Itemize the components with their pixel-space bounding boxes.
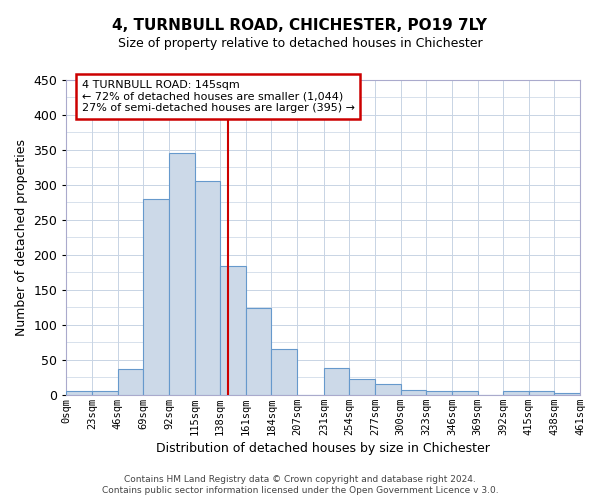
Bar (554, 392, 580, 395)
Bar (92, 392, 118, 395)
X-axis label: Distribution of detached houses by size in Chichester: Distribution of detached houses by size … (156, 442, 490, 455)
Bar (118, 369, 143, 395)
Text: Size of property relative to detached houses in Chichester: Size of property relative to detached ho… (118, 38, 482, 51)
Bar (503, 392, 529, 395)
Bar (143, 199, 169, 395)
Bar (246, 308, 271, 395)
Bar (67, 392, 92, 395)
Bar (452, 392, 478, 395)
Bar (169, 154, 194, 395)
Y-axis label: Number of detached properties: Number of detached properties (15, 139, 28, 336)
Bar (529, 392, 554, 395)
Bar (194, 182, 220, 395)
Text: Contains public sector information licensed under the Open Government Licence v : Contains public sector information licen… (101, 486, 499, 495)
Bar (426, 392, 452, 395)
Bar (349, 380, 375, 395)
Bar (220, 266, 246, 395)
Bar (401, 390, 426, 395)
Text: Contains HM Land Registry data © Crown copyright and database right 2024.: Contains HM Land Registry data © Crown c… (124, 475, 476, 484)
Bar (375, 384, 401, 395)
Text: 4 TURNBULL ROAD: 145sqm
← 72% of detached houses are smaller (1,044)
27% of semi: 4 TURNBULL ROAD: 145sqm ← 72% of detache… (82, 80, 355, 113)
Text: 4, TURNBULL ROAD, CHICHESTER, PO19 7LY: 4, TURNBULL ROAD, CHICHESTER, PO19 7LY (113, 18, 487, 32)
Bar (324, 368, 349, 395)
Bar (271, 350, 297, 395)
